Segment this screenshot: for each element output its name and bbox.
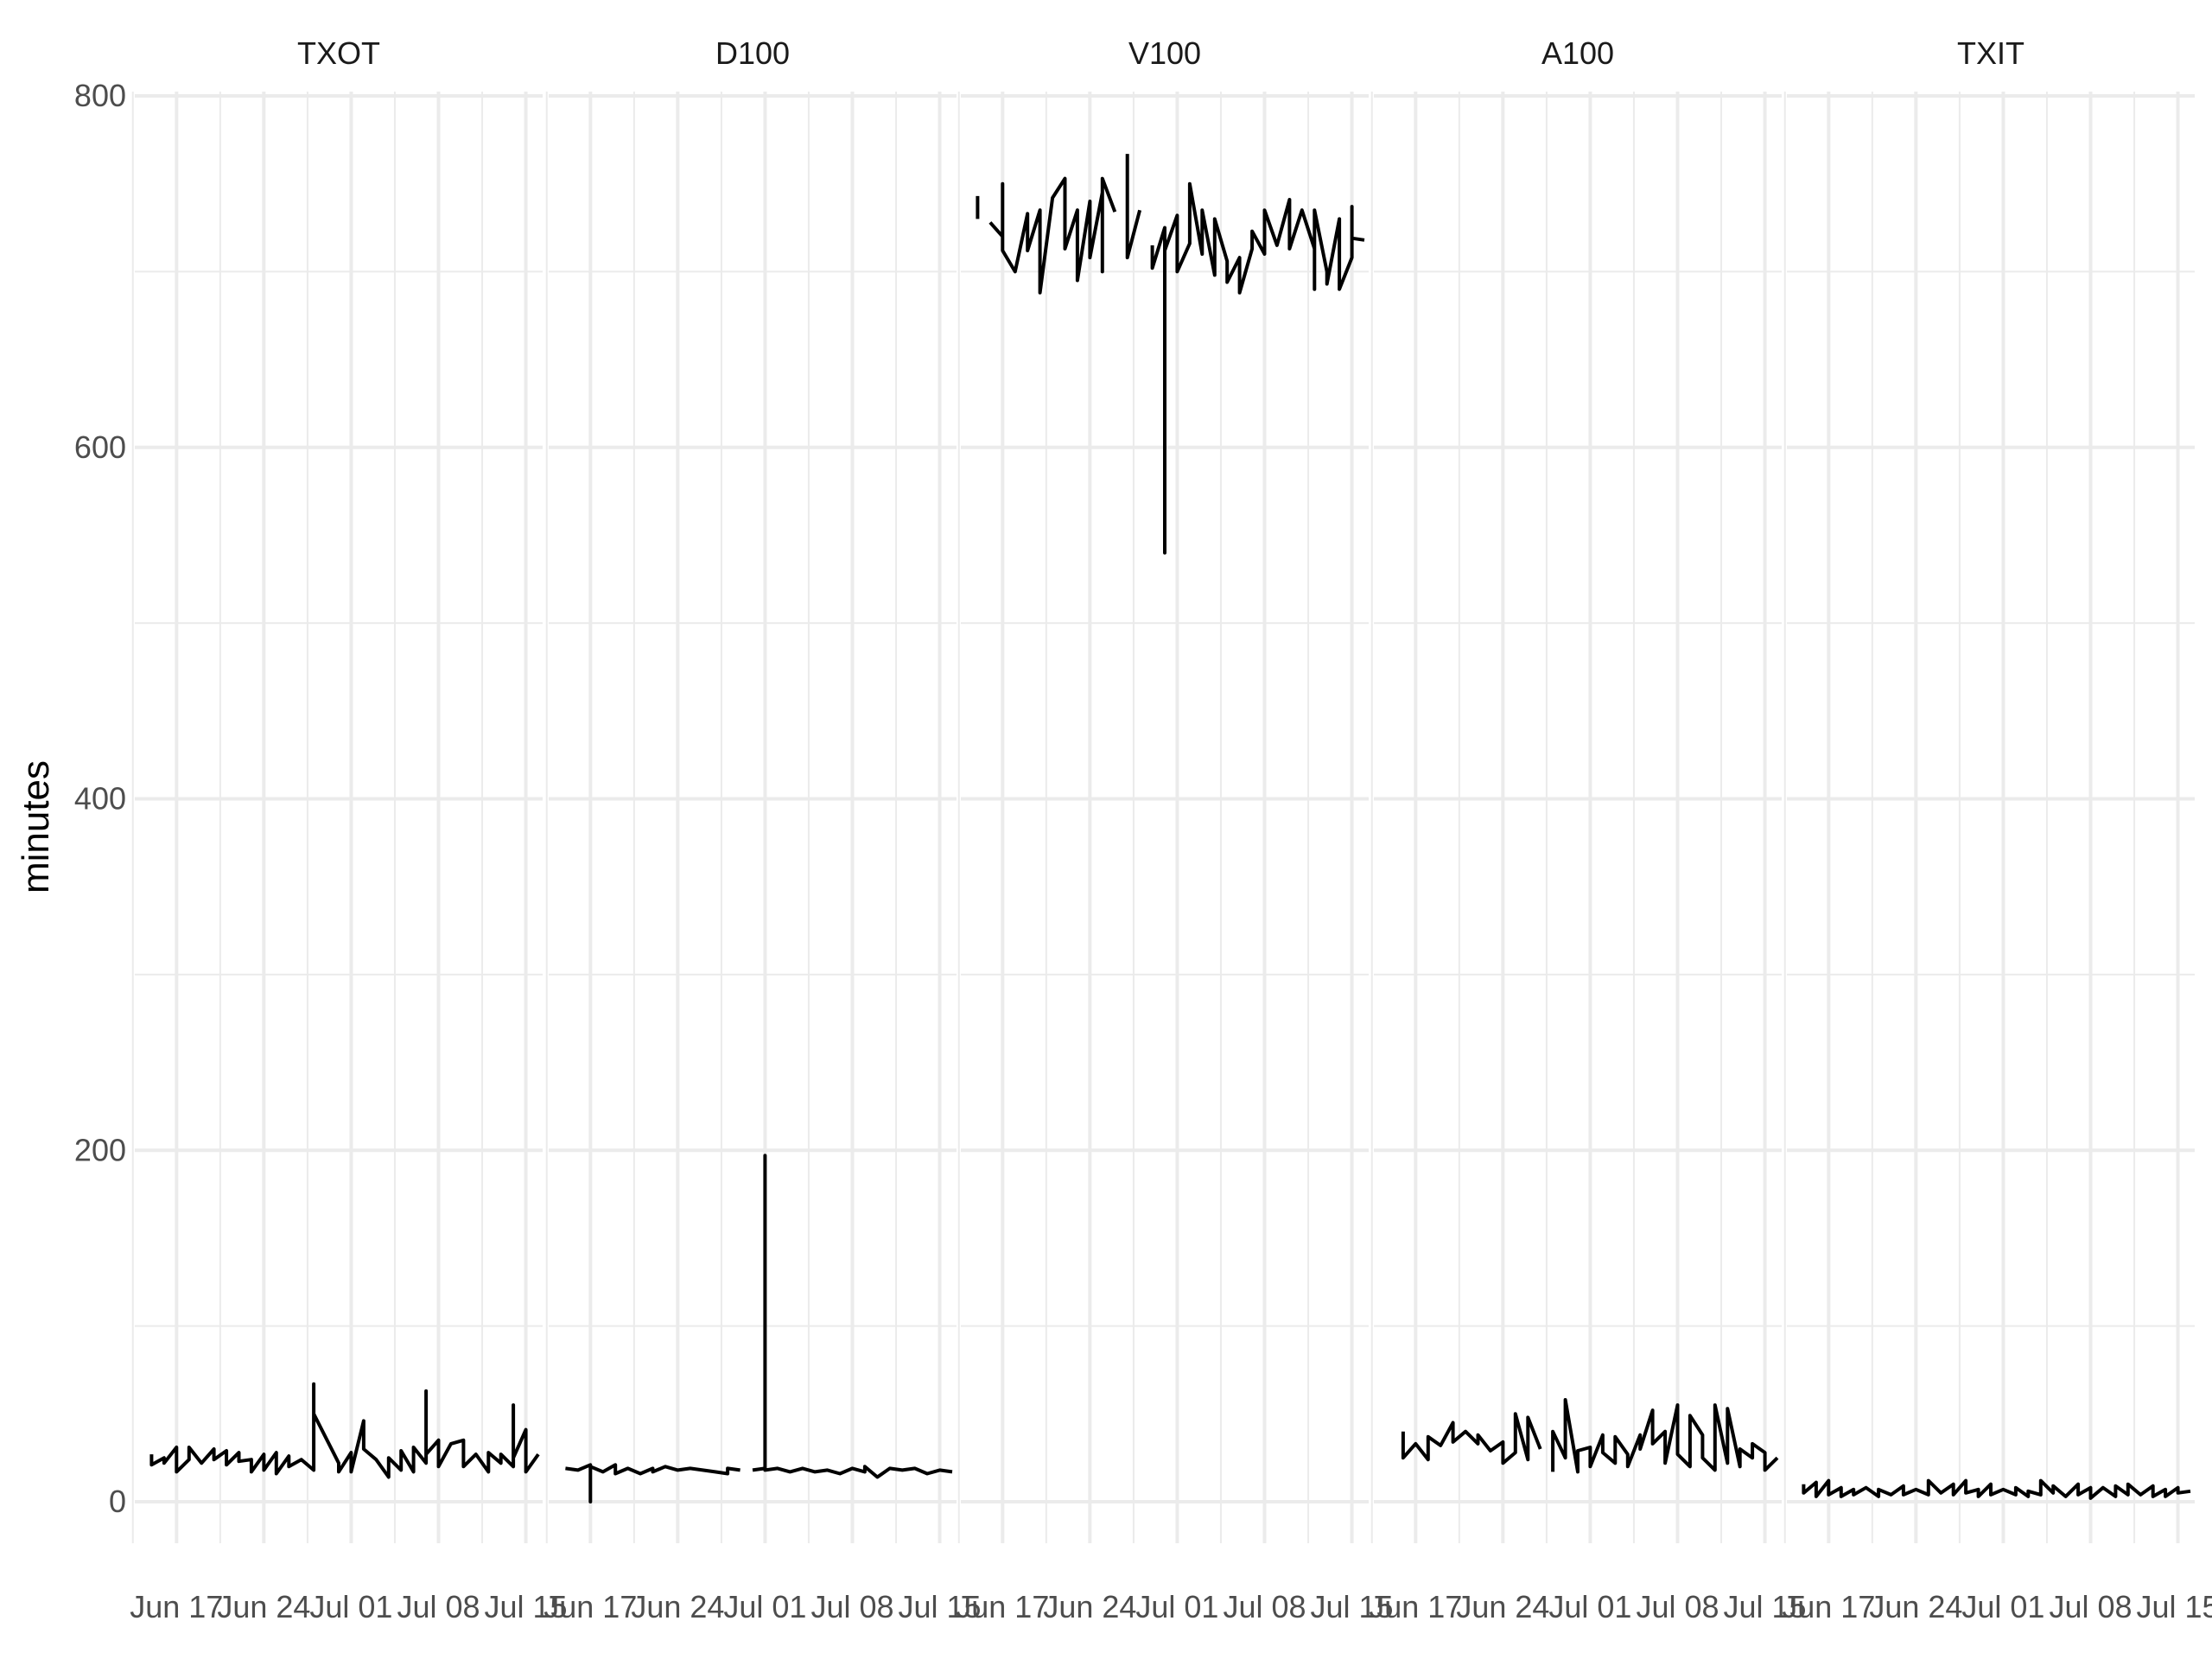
x-tick-label: Jun 24 — [1043, 1589, 1136, 1624]
x-tick-label: Jul 01 — [723, 1589, 806, 1624]
x-tick-label: Jun 24 — [631, 1589, 724, 1624]
x-tick-label: Jul 15 — [485, 1589, 568, 1624]
x-tick-label: Jun 17 — [956, 1589, 1049, 1624]
x-tick-label: Jun 24 — [1869, 1589, 1962, 1624]
x-tick-label: Jul 15 — [1724, 1589, 1807, 1624]
x-tick-label: Jun 24 — [217, 1589, 310, 1624]
y-tick-label: 800 — [74, 78, 126, 113]
y-tick-label: 0 — [109, 1484, 126, 1519]
y-axis-ticks: 0 200 400 600 800 — [74, 78, 126, 1519]
x-tick-label: Jul 08 — [397, 1589, 480, 1624]
x-tick-label: Jul 01 — [1135, 1589, 1218, 1624]
facet-strip-label: A100 — [1541, 35, 1614, 71]
x-tick-label: Jul 15 — [899, 1589, 982, 1624]
facet-strip-label: D100 — [715, 35, 790, 71]
x-tick-label: Jul 15 — [2137, 1589, 2212, 1624]
x-tick-label: Jul 15 — [1311, 1589, 1394, 1624]
y-tick-label: 600 — [74, 429, 126, 465]
x-tick-label: Jun 17 — [543, 1589, 637, 1624]
facet-strip-label: TXOT — [297, 35, 380, 71]
x-tick-label: Jul 08 — [810, 1589, 893, 1624]
x-tick-label: Jul 01 — [1548, 1589, 1631, 1624]
x-tick-label: Jul 01 — [1961, 1589, 2044, 1624]
series-line-a100 — [1401, 1398, 1779, 1474]
series-line-d100 — [565, 1154, 953, 1503]
x-tick-label: Jun 17 — [1782, 1589, 1875, 1624]
x-tick-label: Jul 08 — [2049, 1589, 2132, 1624]
x-tick-label: Jun 24 — [1456, 1589, 1549, 1624]
x-tick-label: Jun 17 — [130, 1589, 223, 1624]
facet-strip-label: TXIT — [1957, 35, 2024, 71]
x-tick-label: Jul 08 — [1223, 1589, 1306, 1624]
y-axis-title: minutes — [15, 760, 57, 893]
x-tick-label: Jun 17 — [1369, 1589, 1462, 1624]
series-line-txit — [1802, 1478, 2191, 1500]
series-line-txot — [149, 1382, 540, 1479]
y-tick-label: 400 — [74, 781, 126, 817]
x-tick-label: Jul 01 — [309, 1589, 392, 1624]
y-tick-label: 200 — [74, 1132, 126, 1167]
series-line-v100 — [976, 154, 1365, 555]
facet-strip-label: V100 — [1128, 35, 1201, 71]
x-tick-label: Jul 08 — [1636, 1589, 1719, 1624]
